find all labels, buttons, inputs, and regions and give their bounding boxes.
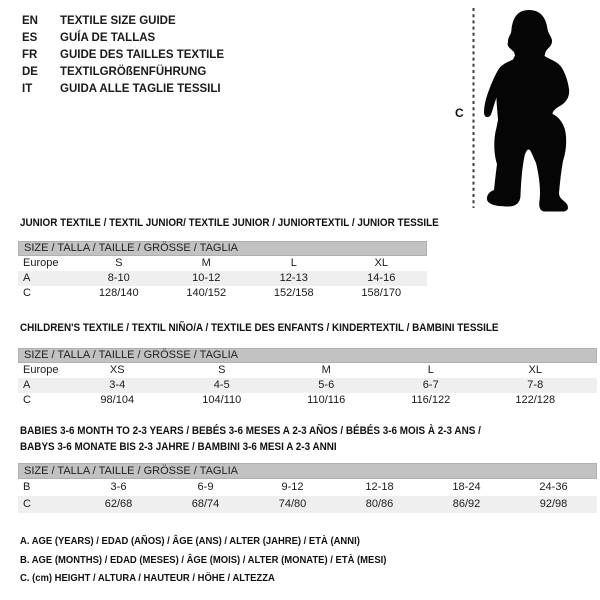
row-label: C xyxy=(23,394,31,406)
row-label: Europe xyxy=(23,364,59,376)
lang-code: EN xyxy=(22,15,38,27)
cell: 3-6 xyxy=(110,481,127,493)
cell: XL xyxy=(374,257,388,269)
table-title-line: JUNIOR TEXTILE / TEXTIL JUNIOR/ TEXTILE … xyxy=(20,217,439,229)
cell: L xyxy=(290,257,297,269)
cell: 152/158 xyxy=(273,287,314,299)
lang-label: GUIDA ALLE TAGLIE TESSILI xyxy=(60,83,221,95)
lang-label: TEXTILE SIZE GUIDE xyxy=(60,15,176,27)
table-row: Europe S M L XL xyxy=(18,256,427,271)
lang-code: ES xyxy=(22,32,38,44)
table-row: Europe XS S M L XL xyxy=(18,363,597,378)
cell: M xyxy=(201,257,211,269)
table-title-line: BABIES 3-6 MONTH TO 2-3 YEARS / BEBÉS 3-… xyxy=(20,425,481,437)
cell: 128/140 xyxy=(98,287,139,299)
cell: 80/86 xyxy=(365,498,394,510)
cell: 18-24 xyxy=(452,481,481,493)
junior-table-title: JUNIOR TEXTILE / TEXTIL JUNIOR/ TEXTILE … xyxy=(20,215,439,231)
row-label: B xyxy=(23,481,31,493)
table-row: A 3-4 4-5 5-6 6-7 7-8 xyxy=(18,378,597,393)
cell: 74/80 xyxy=(278,498,307,510)
cell: 14-16 xyxy=(367,272,396,284)
cell: 12-18 xyxy=(365,481,394,493)
cell: 92/98 xyxy=(539,498,568,510)
junior-size-table: SIZE / TALLA / TAILLE / GRÖSSE / TAGLIA … xyxy=(18,241,427,301)
cell: S xyxy=(218,364,226,376)
baby-silhouette-path xyxy=(484,10,570,212)
table-row: C 98/104 104/110 110/116 116/122 122/128 xyxy=(18,393,597,408)
lang-row-fr: FR GUIDE DES TAILLES TEXTILE xyxy=(22,47,224,64)
lang-code: FR xyxy=(22,49,38,61)
cell: 104/110 xyxy=(202,394,242,406)
cell: 122/128 xyxy=(515,394,556,406)
cell: 68/74 xyxy=(191,498,220,510)
height-measure-label: C xyxy=(455,106,464,120)
lang-code: IT xyxy=(22,83,33,95)
table-row: C 128/140 140/152 152/158 158/170 xyxy=(18,286,427,301)
cell: M xyxy=(321,364,331,376)
cell: XL xyxy=(528,364,542,376)
lang-row-es: ES GUÍA DE TALLAS xyxy=(22,30,224,47)
table-row: A 8-10 10-12 12-13 14-16 xyxy=(18,271,427,286)
row-label: C xyxy=(23,287,31,299)
size-header-bar: SIZE / TALLA / TAILLE / GRÖSSE / TAGLIA xyxy=(18,241,427,256)
cell: 24-36 xyxy=(539,481,568,493)
cell: 6-7 xyxy=(422,379,439,391)
cell: 6-9 xyxy=(197,481,214,493)
cell: 110/116 xyxy=(307,394,346,406)
cell: 8-10 xyxy=(107,272,130,284)
table-title-line: BABYS 3-6 MONATE BIS 2-3 JAHRE / BAMBINI… xyxy=(20,441,337,453)
lang-label: GUIDE DES TAILLES TEXTILE xyxy=(60,49,224,61)
cell: 98/104 xyxy=(100,394,135,406)
lang-row-de: DE TEXTILGRÖßENFÜHRUNG xyxy=(22,64,224,81)
lang-row-en: EN TEXTILE SIZE GUIDE xyxy=(22,13,224,30)
cell: 116/122 xyxy=(411,394,451,406)
cell: 12-13 xyxy=(279,272,308,284)
babies-table-title: BABIES 3-6 MONTH TO 2-3 YEARS / BEBÉS 3-… xyxy=(20,423,481,455)
legend-notes: A. AGE (YEARS) / EDAD (AÑOS) / ÂGE (ANS)… xyxy=(20,532,386,588)
babies-size-table: SIZE / TALLA / TAILLE / GRÖSSE / TAGLIA … xyxy=(18,463,597,513)
cell: 7-8 xyxy=(527,379,544,391)
cell: 9-12 xyxy=(281,481,304,493)
cell: L xyxy=(427,364,434,376)
cell: 140/152 xyxy=(186,287,227,299)
size-header-bar: SIZE / TALLA / TAILLE / GRÖSSE / TAGLIA xyxy=(18,348,597,363)
cell: 62/68 xyxy=(104,498,133,510)
lang-label: TEXTILGRÖßENFÜHRUNG xyxy=(60,66,207,78)
table-row: C 62/68 68/74 74/80 80/86 86/92 92/98 xyxy=(18,496,597,513)
lang-code: DE xyxy=(22,66,38,78)
row-label: C xyxy=(23,498,31,510)
cell: 158/170 xyxy=(361,287,402,299)
row-label: A xyxy=(23,272,31,284)
note-age-months: B. AGE (MONTHS) / EDAD (MESES) / ÂGE (MO… xyxy=(20,553,387,566)
table-title-line: CHILDREN'S TEXTILE / TEXTIL NIÑO/A / TEX… xyxy=(20,322,499,334)
note-age-years: A. AGE (YEARS) / EDAD (AÑOS) / ÂGE (ANS)… xyxy=(20,535,360,547)
cell: 5-6 xyxy=(318,379,335,391)
cell: 3-4 xyxy=(109,379,126,391)
children-size-table: SIZE / TALLA / TAILLE / GRÖSSE / TAGLIA … xyxy=(18,348,597,408)
baby-silhouette-icon xyxy=(472,8,570,212)
language-list: EN TEXTILE SIZE GUIDE ES GUÍA DE TALLAS FR… xyxy=(22,13,224,98)
children-table-title: CHILDREN'S TEXTILE / TEXTIL NIÑO/A / TEX… xyxy=(20,320,499,336)
cell: S xyxy=(115,257,123,269)
lang-label: GUÍA DE TALLAS xyxy=(60,32,156,44)
cell: 10-12 xyxy=(192,272,221,284)
cell: 4-5 xyxy=(213,379,230,391)
row-label: A xyxy=(23,379,31,391)
lang-row-it: IT GUIDA ALLE TAGLIE TESSILI xyxy=(22,81,224,98)
cell: XS xyxy=(109,364,125,376)
row-label: Europe xyxy=(23,257,59,269)
table-row: B 3-6 6-9 9-12 12-18 18-24 24-36 xyxy=(18,479,597,496)
note-height-cm: C. (cm) HEIGHT / ALTURA / HAUTEUR / HÖHE… xyxy=(20,572,275,584)
cell: 86/92 xyxy=(452,498,481,510)
size-header-bar: SIZE / TALLA / TAILLE / GRÖSSE / TAGLIA xyxy=(18,463,597,479)
